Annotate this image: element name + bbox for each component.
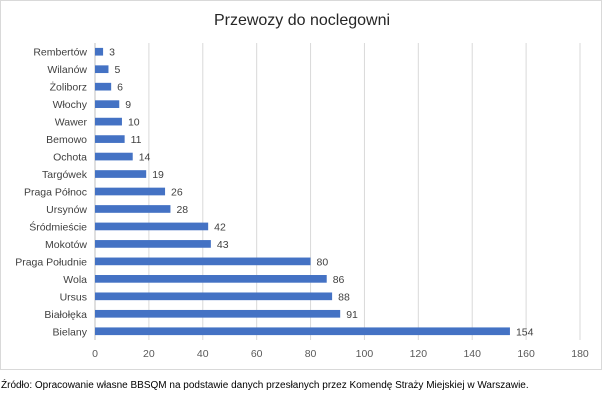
category-label: Praga Południe <box>15 256 87 268</box>
bar <box>95 205 171 213</box>
x-tick-label: 0 <box>92 348 98 360</box>
data-label: 43 <box>217 239 229 251</box>
x-tick-label: 140 <box>463 348 481 360</box>
data-label: 6 <box>117 82 123 94</box>
x-tick-label: 100 <box>356 348 374 360</box>
data-label: 28 <box>176 204 188 216</box>
x-tick-label: 180 <box>571 348 589 360</box>
x-tick-label: 40 <box>197 348 209 360</box>
data-label: 154 <box>516 326 534 338</box>
category-label: Ursus <box>60 291 87 303</box>
data-label: 86 <box>333 274 345 286</box>
data-label: 3 <box>109 47 115 59</box>
bar <box>95 275 327 283</box>
data-label: 80 <box>317 256 329 268</box>
bar <box>95 240 211 248</box>
category-labels: Rembertów Wilanów Żoliborz Włochy Wawer Bemow… <box>15 47 88 339</box>
bar <box>95 327 510 336</box>
category-label: Rembertów <box>33 47 87 59</box>
category-label: Śródmieście <box>29 220 87 233</box>
category-label: Wola <box>63 274 87 286</box>
x-tick-label: 60 <box>251 348 263 360</box>
x-tick-label: 120 <box>410 348 428 360</box>
bar <box>95 187 166 196</box>
bar <box>95 117 122 126</box>
bar <box>95 257 311 266</box>
category-label: Ursynów <box>46 204 87 216</box>
data-label: 10 <box>128 117 140 129</box>
bar <box>95 309 341 318</box>
data-label: 11 <box>131 134 142 146</box>
data-label: 88 <box>338 291 350 303</box>
data-label: 42 <box>214 221 226 233</box>
bar <box>95 82 112 91</box>
bar <box>95 152 133 161</box>
data-label: 14 <box>139 152 151 164</box>
x-tick-label: 80 <box>305 348 317 360</box>
gridlines <box>94 43 581 340</box>
bar <box>95 222 209 231</box>
bars <box>95 47 510 336</box>
bar <box>95 65 109 74</box>
category-label: Ochota <box>53 152 87 164</box>
category-label: Włochy <box>53 99 88 111</box>
chart-title: Przewozy do noclegowni <box>214 12 390 29</box>
data-label: 26 <box>171 187 183 199</box>
category-label: Praga Północ <box>24 187 87 199</box>
category-label: Wawer <box>55 117 88 129</box>
chart-frame: Przewozy do noclegowni Rembertów Wilanów Ż… <box>0 0 602 370</box>
source-note: Źródło: Opracowanie własne BBSQM na pods… <box>1 380 529 391</box>
x-tick-label: 160 <box>517 348 535 360</box>
bar <box>95 135 125 143</box>
bar <box>95 170 147 178</box>
bar <box>95 47 104 56</box>
category-label: Wilanów <box>47 64 87 76</box>
data-label: 19 <box>152 169 164 181</box>
category-label: Bielany <box>53 326 88 338</box>
x-tick-label: 20 <box>143 348 155 360</box>
x-tick-labels: 0 20 40 60 80 100 120 140 160 180 <box>92 348 589 360</box>
category-label: Targówek <box>42 169 88 181</box>
data-label: 91 <box>346 309 358 321</box>
category-label: Żoliborz <box>50 81 87 94</box>
category-label: Białołęka <box>44 309 87 321</box>
category-label: Bemowo <box>46 134 87 146</box>
data-label: 9 <box>125 99 131 111</box>
bar-chart: Przewozy do noclegowni Rembertów Wilanów Ż… <box>15 12 589 360</box>
bar <box>95 100 120 108</box>
category-label: Mokotów <box>45 239 87 251</box>
bar <box>95 292 333 301</box>
data-label: 5 <box>114 64 120 76</box>
